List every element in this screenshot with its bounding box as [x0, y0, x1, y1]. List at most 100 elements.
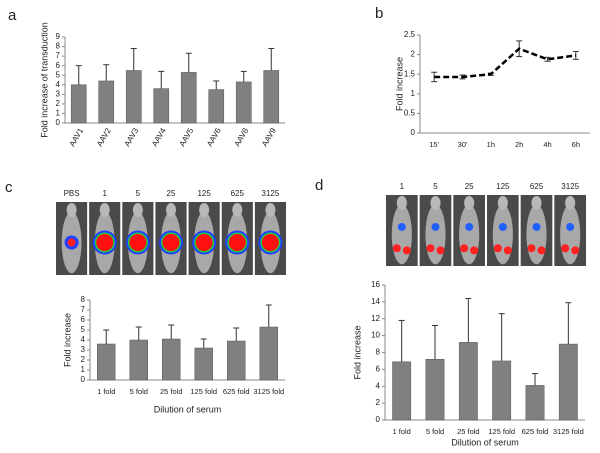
mouse-image: [254, 202, 286, 275]
y-tick-label: 6: [56, 61, 61, 70]
x-tick-label: 625 fold: [522, 427, 549, 436]
mouse-image: [520, 195, 553, 266]
line: [434, 47, 577, 79]
signal: [571, 246, 580, 255]
x-tick-label: AAV1: [68, 126, 86, 148]
mouse-head: [199, 203, 210, 217]
x-tick-label: 5 fold: [130, 387, 148, 396]
x-tick-label: 6h: [572, 140, 580, 149]
y-tick-label: 8: [376, 348, 381, 357]
mouse-body: [425, 204, 446, 265]
bar: [194, 347, 213, 381]
y-axis-label: Fold increase: [394, 57, 404, 111]
mouse-body: [560, 204, 581, 265]
x-tick-label: 125 fold: [190, 387, 217, 396]
signal: [392, 244, 401, 253]
y-tick-label: 0: [376, 415, 381, 424]
mouse-image: [56, 202, 88, 275]
y-tick-label: 6: [81, 315, 86, 324]
image-label: 5: [136, 189, 141, 198]
signal: [498, 222, 507, 231]
signal: [465, 222, 474, 231]
y-tick-label: 12: [371, 314, 380, 323]
signal: [503, 246, 512, 255]
x-tick-label: AAV8: [233, 126, 251, 148]
x-tick-label: 25 fold: [160, 387, 183, 396]
x-axis-label: Dilution of serum: [154, 404, 222, 414]
mouse-body: [492, 204, 513, 265]
signal: [436, 246, 445, 255]
mouse-head: [132, 203, 143, 217]
y-tick-label: 4: [376, 381, 381, 390]
bar: [259, 326, 278, 381]
y-tick-label: 6: [376, 364, 381, 373]
y-tick-label: 3: [81, 345, 86, 354]
x-tick-label: 1h: [487, 140, 495, 149]
signal: [493, 244, 502, 253]
image-label: 3125: [262, 189, 280, 198]
mouse-head: [396, 196, 407, 210]
y-tick-label: 8: [56, 42, 61, 51]
signal: [228, 234, 246, 251]
signal: [402, 246, 411, 255]
signal: [67, 238, 76, 247]
bar: [162, 338, 181, 381]
signal: [426, 244, 435, 253]
mouse-image: [453, 195, 485, 266]
y-tick-label: 0: [411, 128, 416, 137]
y-tick-label: 2: [376, 398, 381, 407]
y-axis-label: Fold increase: [62, 313, 72, 367]
mouse-image: [188, 202, 220, 275]
mouse-head: [497, 196, 508, 210]
x-tick-label: AAV9: [260, 126, 278, 148]
mouse-body: [459, 204, 480, 265]
mouse-head: [232, 203, 243, 217]
bar: [180, 72, 197, 124]
panel-letter: c: [5, 179, 13, 196]
image-label: 1: [400, 182, 405, 191]
y-tick-label: 1: [56, 109, 61, 118]
bar: [97, 343, 116, 381]
x-tick-label: 125 fold: [488, 427, 515, 436]
bar: [525, 385, 545, 421]
mouse-head: [464, 196, 475, 210]
bar: [235, 81, 252, 124]
image-label: 3125: [561, 182, 579, 191]
y-tick-label: 4: [56, 80, 61, 89]
y-tick-label: 9: [56, 32, 61, 41]
image-label: 625: [530, 182, 544, 191]
x-tick-label: 625 fold: [223, 387, 250, 396]
mouse-head: [99, 203, 110, 217]
y-tick-label: 2.5: [404, 30, 416, 39]
mouse-head: [66, 203, 77, 217]
signal: [561, 244, 570, 253]
x-tick-label: 5 fold: [426, 427, 444, 436]
x-tick-label: 3125 fold: [553, 427, 584, 436]
y-tick-label: 7: [56, 51, 61, 60]
bar: [392, 361, 412, 421]
x-tick-label: 15': [429, 140, 439, 149]
bar: [129, 339, 148, 381]
y-tick-label: 5: [56, 70, 61, 79]
y-tick-label: 0: [81, 375, 86, 384]
y-tick-label: 4: [81, 335, 86, 344]
y-tick-label: 5: [81, 325, 86, 334]
mouse-image: [122, 202, 154, 275]
bar: [98, 80, 115, 124]
y-tick-label: 1: [81, 365, 86, 374]
x-tick-label: AAV5: [178, 126, 196, 148]
panel-letter: b: [375, 5, 383, 22]
mouse-image: [386, 195, 418, 266]
image-label: PBS: [64, 189, 80, 198]
y-tick-label: 2: [411, 50, 416, 59]
bar: [425, 359, 445, 421]
y-tick-label: 2: [56, 99, 61, 108]
x-tick-label: 30': [458, 140, 468, 149]
signal: [129, 234, 147, 251]
image-label: 125: [197, 189, 211, 198]
y-tick-label: 1: [411, 89, 416, 98]
y-tick-label: 14: [371, 297, 380, 306]
signal: [162, 234, 180, 251]
image-label: 25: [465, 182, 474, 191]
